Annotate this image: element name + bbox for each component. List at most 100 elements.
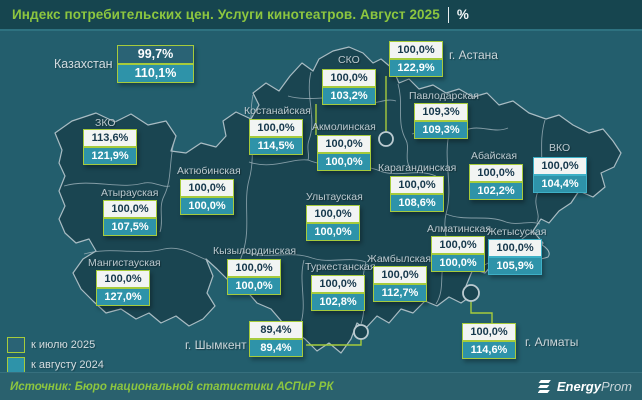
value-to-august-2024: 102,2% (470, 182, 522, 199)
value-to-august-2024: 100,0% (432, 254, 484, 271)
value-to-july-2025: 100,0% (534, 158, 586, 174)
value-to-august-2024: 105,9% (489, 257, 541, 274)
value-to-august-2024: 102,8% (312, 293, 364, 310)
region-label-astana: г. Астана (449, 48, 498, 62)
country-outline (54, 46, 622, 354)
value-to-july-2025: 100,0% (104, 201, 156, 217)
region-callout-zhetysu: 100,0% 105,9% (488, 239, 542, 275)
region-label-aktobe: Актюбинская (177, 165, 241, 177)
value-to-july-2025: 100,0% (312, 276, 364, 292)
national-value-to-july-2025: 99,7% (118, 46, 193, 63)
value-to-august-2024: 89,4% (250, 339, 302, 356)
value-to-july-2025: 100,0% (318, 136, 370, 152)
legend: к июлю 2025 к августу 2024 (7, 336, 104, 373)
value-to-august-2024: 100,0% (318, 153, 370, 170)
connector-shymkent (306, 339, 362, 346)
footer-bar: Источник: Бюро национальной статистики А… (0, 372, 642, 400)
region-label-almaty-city: г. Алматы (525, 335, 579, 349)
value-to-july-2025: 100,0% (97, 271, 149, 287)
title-unit: % (456, 7, 469, 22)
value-to-august-2024: 112,7% (374, 284, 426, 301)
value-to-august-2024: 100,0% (181, 197, 233, 214)
region-label-atyrau: Атырауская (101, 187, 159, 199)
legend-item-august-2024: к августу 2024 (7, 356, 104, 373)
value-to-august-2024: 108,6% (391, 194, 443, 211)
value-to-august-2024: 114,5% (250, 137, 302, 154)
region-callout-aktobe: 100,0% 100,0% (180, 179, 234, 215)
value-to-july-2025: 100,0% (250, 120, 302, 136)
value-to-july-2025: 100,0% (463, 324, 515, 340)
region-callout-shymkent: 89,4% 89,4% (249, 321, 303, 357)
value-to-august-2024: 100,0% (307, 223, 359, 240)
region-label-abay: Абайская (471, 150, 518, 162)
region-label-zhambyl: Жамбылская (367, 253, 432, 265)
title-separator (447, 6, 449, 23)
region-callout-abay: 100,0% 102,2% (469, 164, 523, 200)
region-label-mangystau: Мангистауская (88, 257, 161, 269)
region-callout-vko: 100,0% 104,4% (533, 157, 587, 193)
region-callout-sko: 100,0% 103,2% (322, 69, 376, 105)
region-callout-karaganda: 100,0% 108,6% (390, 176, 444, 212)
region-label-zko: ЗКО (95, 117, 116, 129)
city-marker-almaty (462, 284, 480, 302)
value-to-july-2025: 109,3% (415, 104, 467, 120)
region-label-sko: СКО (338, 54, 360, 66)
region-label-shymkent: г. Шымкент (185, 338, 247, 352)
region-callout-zko: 113,6% 121,9% (83, 129, 137, 165)
region-label-turkestan: Туркестанская (305, 261, 376, 273)
value-to-july-2025: 100,0% (391, 177, 443, 193)
region-label-akmola: Акмолинская (312, 121, 376, 133)
energyprom-icon (537, 380, 551, 393)
region-callout-almaty-city: 100,0% 114,6% (462, 323, 516, 359)
brand-logo: EnergyProm (537, 379, 632, 394)
city-marker-astana (378, 131, 394, 147)
region-label-almaty-region: Алматинская (427, 223, 492, 235)
value-to-july-2025: 100,0% (228, 260, 280, 276)
value-to-august-2024: 109,3% (415, 121, 467, 138)
city-marker-shymkent (353, 324, 369, 340)
region-label-zhetysu: Жетысуская (487, 226, 547, 238)
page-title: Индекс потребительских цен. Услуги кинот… (12, 7, 440, 22)
value-to-august-2024: 107,5% (104, 218, 156, 235)
region-label-kostanay: Костанайская (244, 105, 311, 117)
national-callout: 99,7% 110,1% (117, 45, 194, 83)
value-to-july-2025: 100,0% (374, 267, 426, 283)
region-callout-astana: 100,0% 122,9% (389, 41, 443, 77)
connector-almaty (470, 301, 493, 323)
value-to-july-2025: 100,0% (390, 42, 442, 58)
region-callout-pavlodar: 109,3% 109,3% (414, 103, 468, 139)
value-to-july-2025: 100,0% (323, 70, 375, 86)
value-to-july-2025: 89,4% (250, 322, 302, 338)
value-to-august-2024: 104,4% (534, 175, 586, 192)
region-label-kyzylorda: Кызылординская (213, 245, 297, 257)
legend-swatch-light (7, 356, 25, 373)
region-callout-kostanay: 100,0% 114,5% (249, 119, 303, 155)
legend-label: к августу 2024 (31, 358, 104, 371)
value-to-july-2025: 100,0% (307, 206, 359, 222)
region-callout-turkestan: 100,0% 102,8% (311, 275, 365, 311)
legend-label: к июлю 2025 (31, 338, 96, 351)
national-value-to-august-2024: 110,1% (118, 64, 193, 82)
region-label-ulytau: Улытауская (306, 191, 363, 203)
value-to-august-2024: 127,0% (97, 288, 149, 305)
value-to-july-2025: 100,0% (432, 237, 484, 253)
value-to-august-2024: 100,0% (228, 277, 280, 294)
region-callout-akmola: 100,0% 100,0% (317, 135, 371, 171)
value-to-august-2024: 122,9% (390, 59, 442, 76)
value-to-july-2025: 113,6% (84, 130, 136, 146)
callout-connectors (306, 76, 493, 346)
country-label: Казахстан (54, 57, 113, 71)
value-to-august-2024: 103,2% (323, 87, 375, 104)
region-callout-zhambyl: 100,0% 112,7% (373, 266, 427, 302)
region-label-pavlodar: Павлодарская (409, 90, 479, 102)
title-bar: Индекс потребительских цен. Услуги кинот… (0, 0, 642, 31)
value-to-august-2024: 121,9% (84, 147, 136, 164)
brand-name: EnergyProm (556, 379, 632, 394)
source-note: Источник: Бюро национальной статистики А… (10, 380, 334, 393)
region-callout-ulytau: 100,0% 100,0% (306, 205, 360, 241)
region-callout-almaty-region: 100,0% 100,0% (431, 236, 485, 272)
region-label-karaganda: Карагандинская (378, 162, 457, 174)
value-to-july-2025: 100,0% (181, 180, 233, 196)
value-to-july-2025: 100,0% (470, 165, 522, 181)
